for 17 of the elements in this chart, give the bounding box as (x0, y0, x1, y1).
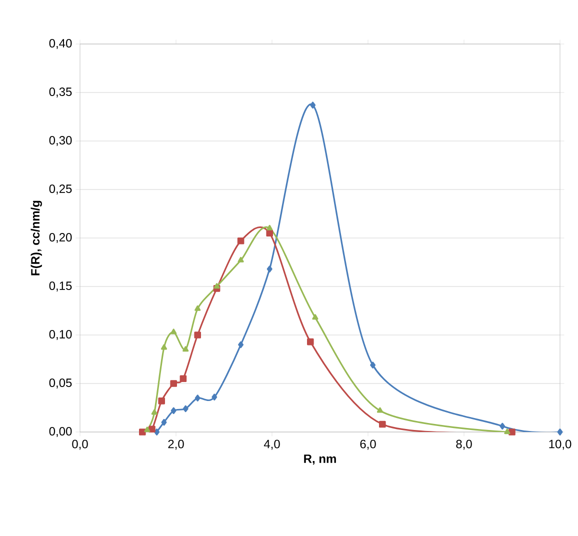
y-tick-label: 0,00 (49, 427, 72, 437)
y-tick-label: 0,40 (49, 39, 72, 49)
x-axis-title: R, nm (304, 454, 336, 465)
x-tick-label: 8,0 (456, 440, 472, 450)
y-tick-label: 0,15 (49, 282, 72, 292)
x-tick-label: 4,0 (264, 440, 280, 450)
x-tick-label: 10,0 (549, 440, 572, 450)
x-tick-label: 6,0 (360, 440, 376, 450)
y-axis-title: F(R), cc/nm/g (30, 200, 42, 276)
y-tick-label: 0,25 (49, 184, 72, 194)
x-tick-label: 2,0 (168, 440, 184, 450)
y-tick-label: 0,10 (49, 330, 72, 340)
y-tick-label: 0,35 (49, 88, 72, 98)
y-tick-label: 0,05 (49, 378, 72, 388)
y-tick-label: 0,30 (49, 136, 72, 146)
x-tick-label: 0,0 (72, 440, 88, 450)
y-tick-label: 0,20 (49, 233, 72, 243)
